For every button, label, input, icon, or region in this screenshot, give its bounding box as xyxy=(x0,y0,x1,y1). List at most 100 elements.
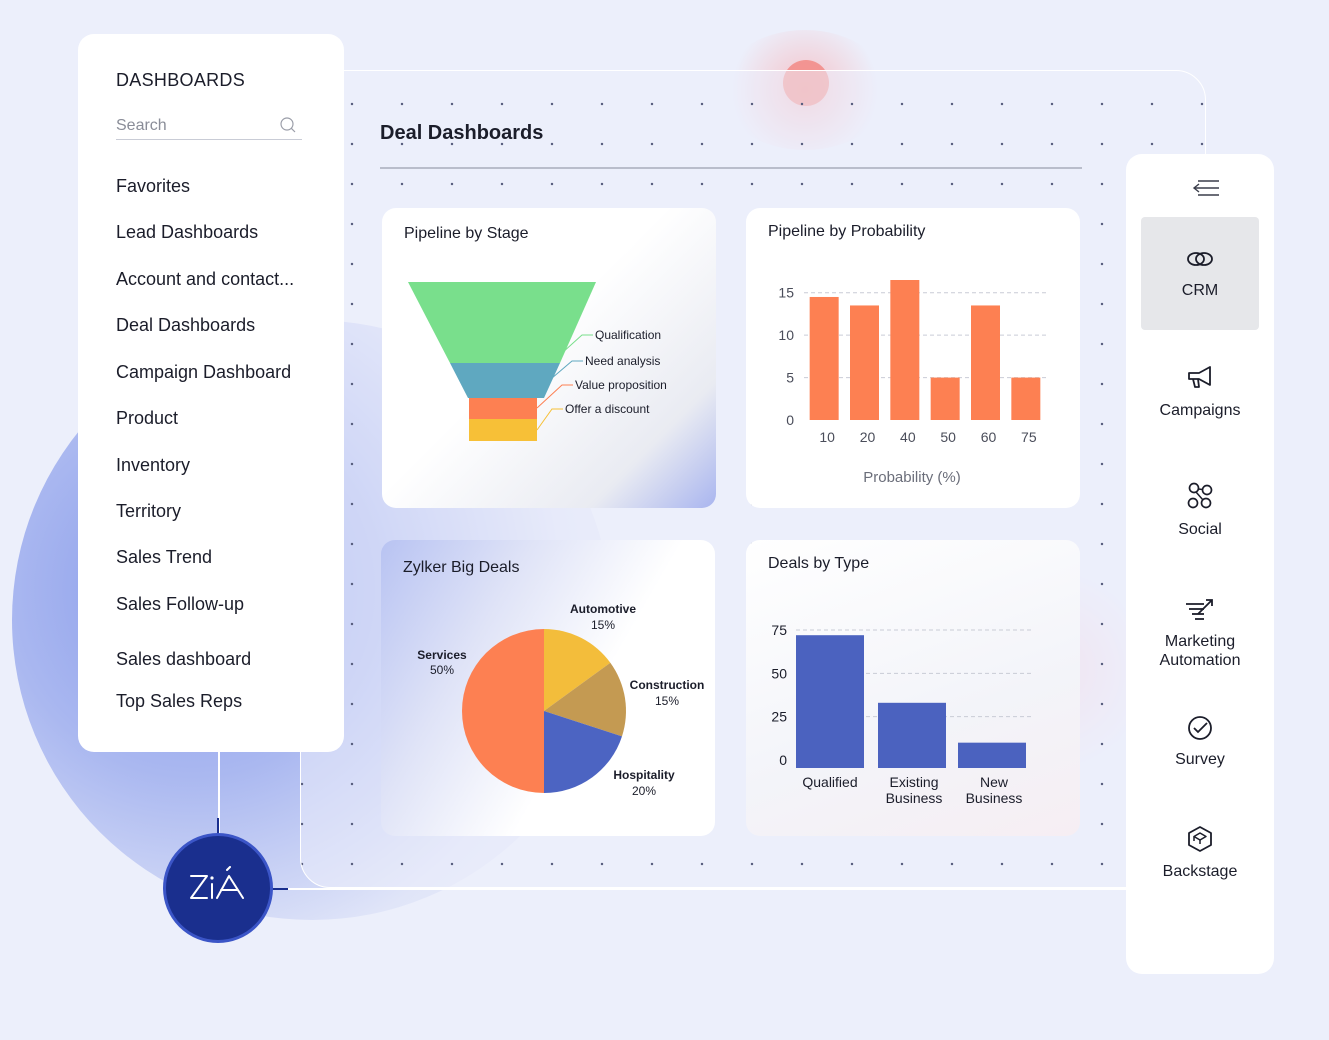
share-nodes-icon xyxy=(1187,482,1213,509)
app-item-survey[interactable]: Survey xyxy=(1141,714,1259,769)
apps-sidebar: CRM Campaigns Social Marketing Automatio… xyxy=(1126,154,1274,974)
search-placeholder: Search xyxy=(116,117,167,134)
bar xyxy=(1011,377,1041,420)
pie-label-value: 50% xyxy=(430,663,454,677)
bar xyxy=(850,305,879,420)
pie-label-value: 15% xyxy=(655,694,679,708)
x-tick-label: Business xyxy=(886,790,943,806)
funnel-label: Qualification xyxy=(595,328,661,342)
card-zylker-big-deals[interactable]: Zylker Big Deals Automotive 15% Constructi… xyxy=(381,540,715,836)
app-item-crm[interactable]: CRM xyxy=(1141,217,1259,330)
app-label: Campaigns xyxy=(1159,402,1241,419)
app-label: CRM xyxy=(1181,282,1219,299)
x-tick-label: Qualified xyxy=(802,774,857,790)
bar xyxy=(878,702,946,768)
y-tick-label: 75 xyxy=(771,622,787,638)
search-icon[interactable] xyxy=(280,117,296,138)
app-item-campaigns[interactable]: Campaigns xyxy=(1141,364,1259,420)
megaphone-icon xyxy=(1188,366,1211,388)
bar xyxy=(930,377,960,420)
card-pipeline-by-probability[interactable]: Pipeline by Probability 0 5 10 15 10 20 40 50 60… xyxy=(746,208,1080,508)
pie-label-name: Hospitality xyxy=(613,768,675,782)
card-title: Pipeline by Probability xyxy=(768,223,926,240)
pie-slice xyxy=(544,662,626,737)
pie-label-name: Construction xyxy=(630,678,705,692)
app-label: Backstage xyxy=(1162,863,1238,880)
pie-slice xyxy=(544,629,611,711)
probability-bar-chart: 0 5 10 15 10 20 40 50 60 75 Probability (%) xyxy=(778,280,1046,486)
bar xyxy=(809,296,839,420)
bar xyxy=(890,280,920,420)
sidebar-item-product[interactable]: Product xyxy=(116,408,179,428)
y-tick-label: 5 xyxy=(786,370,794,386)
y-tick-label: 15 xyxy=(778,285,794,301)
app-item-backstage[interactable]: Backstage xyxy=(1141,824,1259,881)
pie-label-name: Automotive xyxy=(570,602,636,616)
sidebar-item-sales-follow-up[interactable]: Sales Follow-up xyxy=(116,594,245,614)
x-tick-label: 75 xyxy=(1021,429,1037,445)
x-tick-label: New xyxy=(980,774,1009,790)
pie-label-value: 15% xyxy=(591,618,615,632)
sidebar-item-inventory[interactable]: Inventory xyxy=(116,455,191,475)
y-tick-label: 50 xyxy=(771,665,787,681)
sidebar-item-account-and-contact[interactable]: Account and contact... xyxy=(116,269,295,289)
funnel-label: Value proposition xyxy=(575,378,667,392)
x-tick-label: 40 xyxy=(900,429,916,445)
y-tick-label: 25 xyxy=(771,709,787,725)
y-tick-label: 0 xyxy=(786,412,794,428)
app-label: Survey xyxy=(1175,751,1225,768)
funnel-stage-qualification xyxy=(408,282,596,363)
app-label: Automation xyxy=(1159,652,1241,669)
y-tick-label: 0 xyxy=(779,752,787,768)
x-tick-label: 50 xyxy=(940,429,956,445)
pie-slice xyxy=(462,629,544,793)
x-tick-label: Existing xyxy=(889,774,938,790)
sidebar-item-sales-trend[interactable]: Sales Trend xyxy=(116,547,213,567)
page-title: Deal Dashboards xyxy=(380,122,544,144)
zia-assistant-button[interactable] xyxy=(163,833,273,943)
pie-label-value: 20% xyxy=(632,784,656,798)
zia-logo-icon xyxy=(190,866,244,899)
card-title: Zylker Big Deals xyxy=(403,559,520,576)
app-label: Marketing xyxy=(1164,633,1236,650)
funnel-chart: Qualification Need analysis Value propos… xyxy=(408,282,667,441)
x-tick-label: 60 xyxy=(981,429,997,445)
sidebar-item-deal-dashboards[interactable]: Deal Dashboards xyxy=(116,315,256,335)
funnel-label: Need analysis xyxy=(585,354,660,368)
card-deals-by-type[interactable]: Deals by Type 0 25 50 75 Qualified Existing Bu… xyxy=(746,540,1080,836)
sidebar-item-territory[interactable]: Territory xyxy=(116,501,182,521)
sidebar-item-favorites[interactable]: Favorites xyxy=(116,176,191,196)
x-tick-label: 20 xyxy=(860,429,876,445)
connector-tick xyxy=(272,888,288,890)
automation-icon xyxy=(1186,599,1213,620)
sidebar-item-sales-dashboard[interactable]: Sales dashboard xyxy=(116,649,252,669)
sidebar-heading: DASHBOARDS xyxy=(116,70,246,90)
deals-pie-chart: Automotive 15% Construction 15% Hospitality 2… xyxy=(417,602,705,798)
app-label: Social xyxy=(1178,521,1222,538)
bar xyxy=(971,305,1000,420)
card-pipeline-by-stage[interactable]: Pipeline by Stage Qualification Need ana… xyxy=(382,208,716,508)
funnel-label: Offer a discount xyxy=(565,402,650,416)
pie-label-name: Services xyxy=(417,648,467,662)
sidebar-item-top-sales-reps[interactable]: Top Sales Reps xyxy=(116,691,243,711)
card-title: Deals by Type xyxy=(768,555,870,572)
sidebar-item-campaign-dashboard[interactable]: Campaign Dashboard xyxy=(116,362,292,382)
connector-tick xyxy=(217,818,219,834)
connector-line xyxy=(288,888,1128,890)
app-item-social[interactable]: Social xyxy=(1141,480,1259,539)
app-item-marketing-automation[interactable]: Marketing Automation xyxy=(1141,596,1259,670)
search-input[interactable]: Search xyxy=(116,114,302,140)
backstage-icon xyxy=(1188,826,1212,852)
card-title: Pipeline by Stage xyxy=(404,225,529,242)
collapse-menu-icon[interactable] xyxy=(1192,178,1220,203)
sidebar-item-lead-dashboards[interactable]: Lead Dashboards xyxy=(116,222,259,242)
link-rings-icon xyxy=(1187,252,1213,266)
check-circle-icon xyxy=(1188,716,1212,740)
pie-slice xyxy=(544,711,622,793)
funnel-stage-need-analysis xyxy=(450,363,560,398)
bar xyxy=(796,635,864,768)
dashboards-sidebar: DASHBOARDS Search Favorites Lead Dashboa… xyxy=(78,34,344,752)
bar xyxy=(958,742,1026,768)
y-tick-label: 10 xyxy=(778,327,794,343)
